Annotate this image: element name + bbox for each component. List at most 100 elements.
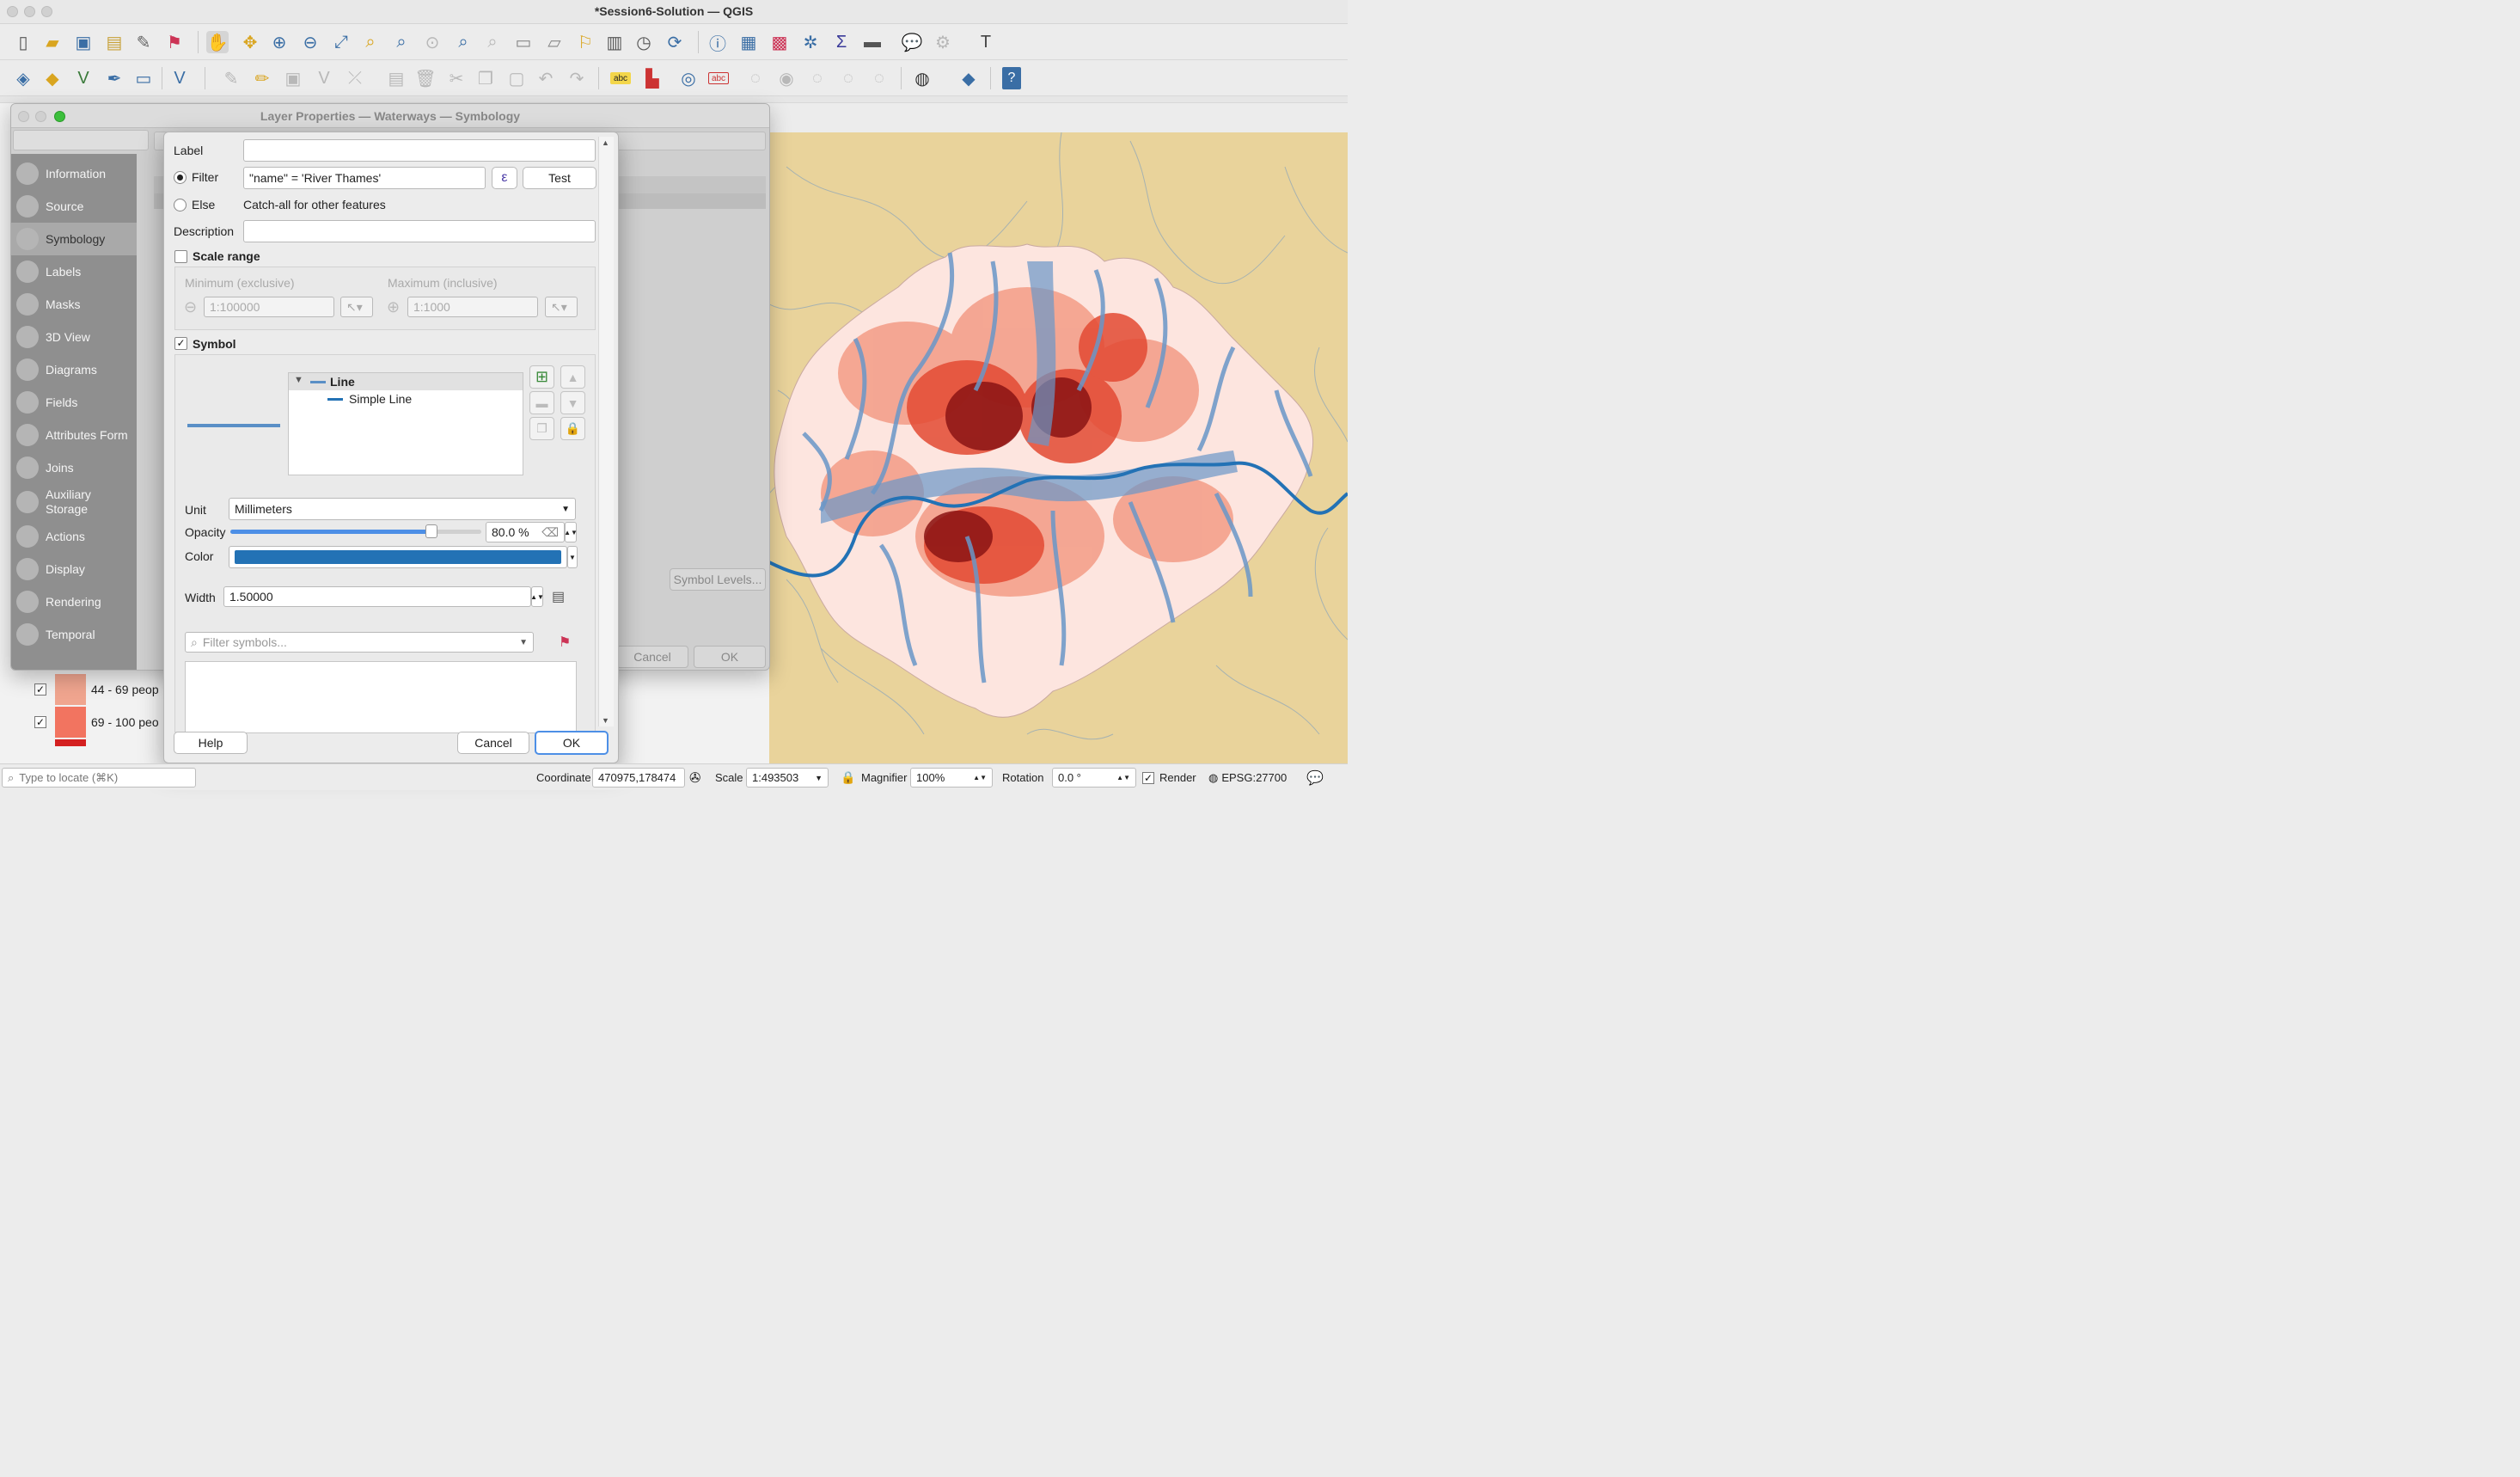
refresh-icon[interactable]: ⟳ bbox=[667, 33, 682, 52]
layout-manager-icon[interactable]: ✎ bbox=[136, 33, 151, 52]
pan-to-selection-icon[interactable]: ✥ bbox=[242, 33, 258, 52]
rotation-spinner-icon[interactable]: ▲▼ bbox=[1116, 774, 1130, 781]
lock-scale-icon[interactable]: 🔒 bbox=[841, 770, 856, 784]
color-button[interactable] bbox=[229, 546, 567, 568]
maximum-scale-input[interactable]: 1:1000 bbox=[407, 297, 538, 317]
move-up-button[interactable]: ▲ bbox=[560, 365, 585, 389]
back-ok-button[interactable]: OK bbox=[694, 646, 766, 668]
processing-toolbox-icon[interactable]: ✲ bbox=[803, 33, 818, 52]
new-shapefile-layer-icon[interactable]: V bbox=[77, 68, 89, 88]
vertex-tool-icon[interactable]: ⤫ bbox=[348, 68, 362, 88]
zoom-in-icon[interactable]: ⊕ bbox=[272, 33, 287, 52]
pan-map-icon[interactable]: ✋ bbox=[206, 31, 229, 53]
minimum-scale-input[interactable]: 1:100000 bbox=[204, 297, 334, 317]
show-hide-labels-icon[interactable]: ◉ bbox=[779, 69, 794, 89]
else-radio[interactable] bbox=[174, 199, 187, 211]
label-toolbar-icon[interactable]: abc bbox=[610, 72, 631, 84]
scroll-up-icon[interactable]: ▲ bbox=[602, 138, 609, 147]
current-edits-icon[interactable]: ✏ bbox=[254, 69, 270, 89]
locator-input[interactable]: ⌕ Type to locate (⌘K) bbox=[2, 768, 196, 788]
modify-attributes-icon[interactable]: ▤ bbox=[388, 69, 405, 89]
description-input[interactable] bbox=[243, 220, 596, 242]
change-label-icon[interactable]: ◌ bbox=[874, 68, 884, 88]
max-scale-from-canvas-button[interactable]: ↖▾ bbox=[545, 297, 578, 317]
scale-range-checkbox[interactable] bbox=[174, 250, 187, 263]
open-project-icon[interactable]: ▰ bbox=[46, 33, 59, 52]
minimize-window-button[interactable] bbox=[24, 6, 35, 17]
ok-button[interactable]: OK bbox=[535, 731, 609, 755]
copy-features-icon[interactable]: ❐ bbox=[478, 69, 493, 89]
clear-icon[interactable]: ⌫ bbox=[541, 524, 559, 539]
symbol-library-list[interactable] bbox=[185, 661, 577, 733]
rotation-input[interactable]: 0.0 ° ▲▼ bbox=[1052, 768, 1136, 788]
zoom-out-icon[interactable]: ⊖ bbox=[303, 33, 318, 52]
data-source-manager-icon[interactable]: ◈ bbox=[16, 69, 30, 89]
show-bookmarks-icon[interactable]: ▥ bbox=[606, 33, 623, 52]
help-contents-icon[interactable]: ? bbox=[1002, 67, 1021, 89]
label-input[interactable] bbox=[243, 139, 596, 162]
add-symbol-layer-button[interactable]: ⊞ bbox=[529, 365, 554, 389]
opacity-slider-track[interactable] bbox=[230, 524, 481, 538]
digitize-icon[interactable]: ✒ bbox=[107, 69, 122, 89]
temporal-controller-icon[interactable]: ◷ bbox=[636, 33, 651, 52]
sidebar-item-source[interactable]: Source bbox=[11, 190, 137, 223]
text-annotation-icon[interactable]: T bbox=[980, 32, 992, 52]
sidebar-item-display[interactable]: Display bbox=[11, 553, 137, 585]
measure-icon[interactable]: ▬ bbox=[864, 32, 881, 52]
tree-row-simple-line[interactable]: Simple Line bbox=[289, 390, 523, 408]
sidebar-item-joins[interactable]: Joins bbox=[11, 451, 137, 484]
toggle-extents-icon[interactable]: ✇ bbox=[689, 770, 701, 786]
symbol-checkbox[interactable]: ✓ bbox=[174, 337, 187, 350]
messages-icon[interactable]: 💬 bbox=[1306, 770, 1324, 786]
style-manager-icon[interactable]: ⚑ bbox=[559, 635, 572, 650]
symbol-layer-tree[interactable]: ▼ Line Simple Line bbox=[288, 372, 523, 475]
sidebar-item-attributes-form[interactable]: Attributes Form bbox=[11, 419, 137, 451]
data-defined-override-icon[interactable]: ▤ bbox=[552, 590, 566, 604]
sidebar-item-masks[interactable]: Masks bbox=[11, 288, 137, 321]
zoom-next-icon[interactable]: ⌕ bbox=[487, 32, 498, 52]
field-calculator-icon[interactable]: ▩ bbox=[771, 33, 788, 52]
map-canvas[interactable] bbox=[769, 132, 1348, 763]
sidebar-item-3d-view[interactable]: 3D View bbox=[11, 321, 137, 353]
lock-color-button[interactable]: 🔒 bbox=[560, 417, 585, 440]
sidebar-item-symbology[interactable]: Symbology bbox=[11, 223, 137, 255]
minimize-dialog-button[interactable] bbox=[35, 111, 46, 122]
sidebar-search-input[interactable] bbox=[13, 130, 149, 150]
legend-checkbox[interactable]: ✓ bbox=[34, 716, 46, 728]
crs-button[interactable]: ◍ EPSG:27700 bbox=[1208, 764, 1287, 791]
zoom-native-icon[interactable]: ⊙ bbox=[425, 33, 440, 52]
sidebar-item-temporal[interactable]: Temporal bbox=[11, 618, 137, 651]
new-print-layout-icon[interactable]: ▤ bbox=[106, 33, 123, 52]
toggle-editing-icon[interactable]: ✎ bbox=[223, 69, 239, 89]
close-window-button[interactable] bbox=[7, 6, 18, 17]
duplicate-symbol-layer-button[interactable]: ❐ bbox=[529, 417, 554, 440]
delete-selected-icon[interactable]: 🗑 bbox=[414, 69, 437, 89]
zoom-full-icon[interactable]: ⤢ bbox=[334, 32, 348, 52]
identify-features-icon[interactable]: ⓘ bbox=[709, 34, 726, 54]
sidebar-item-rendering[interactable]: Rendering bbox=[11, 585, 137, 618]
zoom-dialog-button[interactable] bbox=[54, 111, 65, 122]
sidebar-item-auxiliary[interactable]: Auxiliary Storage bbox=[11, 484, 137, 520]
sidebar-item-information[interactable]: Information bbox=[11, 157, 137, 190]
layer-diagram-icon[interactable]: ▙ bbox=[645, 69, 659, 89]
new-map-view-icon[interactable]: ▭ bbox=[515, 33, 532, 52]
filter-radio[interactable] bbox=[174, 171, 187, 184]
sidebar-item-diagrams[interactable]: Diagrams bbox=[11, 353, 137, 386]
magnifier-spinner-icon[interactable]: ▲▼ bbox=[973, 774, 987, 781]
opacity-slider-handle[interactable] bbox=[425, 524, 437, 538]
width-spinner[interactable]: ▲▼ bbox=[530, 586, 544, 607]
vector-layer-icon[interactable]: V bbox=[174, 68, 186, 88]
redo-icon[interactable]: ↷ bbox=[569, 69, 584, 89]
statistical-summary-icon[interactable]: Σ bbox=[835, 32, 847, 52]
legend-checkbox[interactable]: ✓ bbox=[34, 683, 46, 696]
sidebar-item-fields[interactable]: Fields bbox=[11, 386, 137, 419]
new-geopackage-layer-icon[interactable]: ◆ bbox=[46, 69, 59, 89]
opacity-input[interactable]: 80.0 % ⌫ bbox=[486, 522, 565, 542]
tree-row-line[interactable]: ▼ Line bbox=[289, 373, 523, 390]
python-console-icon[interactable]: ◆ bbox=[962, 69, 976, 89]
render-checkbox[interactable]: ✓ bbox=[1142, 771, 1154, 784]
cut-features-icon[interactable]: ✂ bbox=[449, 69, 464, 89]
plugin-manager-icon[interactable]: ◍ bbox=[914, 69, 930, 89]
highlight-pinned-labels-icon[interactable]: ◎ bbox=[681, 69, 696, 89]
cancel-button[interactable]: Cancel bbox=[457, 732, 529, 754]
